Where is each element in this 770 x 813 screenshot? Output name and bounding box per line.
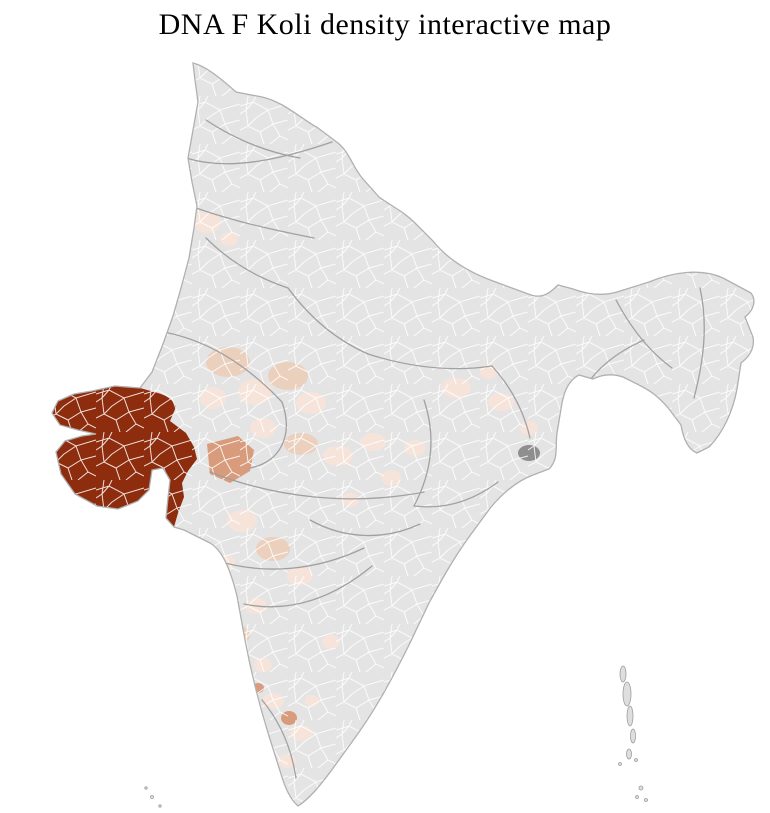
lakshadweep-islands[interactable] [144,786,162,808]
state-borders [149,119,705,779]
andaman-nicobar-islands[interactable] [618,665,648,802]
page-title: DNA F Koli density interactive map [158,8,612,41]
district-boundaries-mesh [52,63,754,806]
